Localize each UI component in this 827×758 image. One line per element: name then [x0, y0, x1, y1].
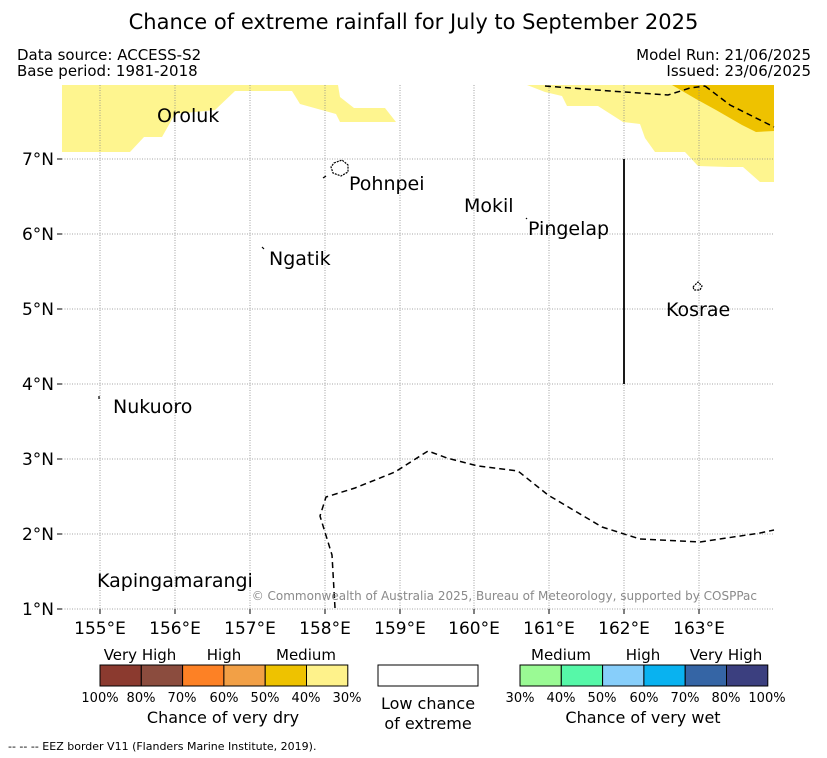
lat-tick-label: 3°N — [22, 450, 54, 470]
mokil-atoll — [525, 217, 528, 220]
wet-swatch — [519, 664, 562, 687]
lat-tick-label: 2°N — [22, 525, 54, 545]
low-chance-swatch — [377, 664, 479, 687]
lat-tick-label: 1°N — [22, 600, 54, 620]
base-period: Base period: 1981-2018 — [17, 62, 198, 80]
place-label-mokil: Mokil — [464, 195, 514, 217]
dry-header-high: High — [207, 646, 241, 664]
wet-header-medium: Medium — [531, 646, 591, 664]
place-label-nukuoro: Nukuoro — [113, 396, 192, 418]
copyright-notice: © Commonwealth of Australia 2025, Bureau… — [252, 589, 757, 603]
wet-tick: 30% — [506, 691, 535, 706]
ant-atoll — [322, 175, 327, 179]
lon-tick-label: 161°E — [523, 619, 575, 639]
lat-tick-marks — [57, 158, 62, 610]
dry-medium-region-northwest — [62, 85, 396, 152]
dry-tick: 80% — [127, 691, 156, 706]
dry-tick: 100% — [81, 691, 118, 706]
dry-swatch — [140, 664, 184, 687]
lon-tick-label: 159°E — [374, 619, 426, 639]
dry-colorbar — [99, 664, 349, 687]
place-label-oroluk: Oroluk — [157, 105, 219, 127]
low-chance-label-line2: of extreme — [384, 714, 471, 733]
dry-swatch — [99, 664, 142, 687]
lon-tick-label: 162°E — [598, 619, 650, 639]
model-run: Model Run: 21/06/2025 — [636, 46, 811, 64]
wet-header-very-high: Very High — [690, 646, 763, 664]
wet-swatch — [602, 664, 645, 687]
lon-tick-label: 156°E — [149, 619, 201, 639]
wet-tick: 50% — [588, 691, 617, 706]
lat-tick-label: 5°N — [22, 300, 54, 320]
wet-tick: 70% — [671, 691, 700, 706]
place-label-kosrae: Kosrae — [666, 299, 730, 321]
dry-header-very-high: Very High — [104, 646, 177, 664]
grid-lines — [62, 85, 774, 610]
islands — [98, 159, 703, 399]
wet-swatch — [560, 664, 604, 687]
map-title: Chance of extreme rainfall for July to S… — [128, 10, 699, 34]
data-source: Data source: ACCESS-S2 — [17, 46, 202, 64]
lon-tick-label: 158°E — [299, 619, 351, 639]
lon-tick-label: 160°E — [448, 619, 500, 639]
meta-left: Data source: ACCESS-S2 Base period: 1981… — [17, 47, 201, 79]
wet-swatch — [643, 664, 686, 687]
dry-tick: 50% — [251, 691, 280, 706]
place-label-pohnpei: Pohnpei — [349, 173, 425, 195]
plot-area — [62, 85, 774, 609]
eez-border-north — [544, 85, 706, 96]
dry-tick: 40% — [292, 691, 321, 706]
meta-right: Model Run: 21/06/2025 Issued: 23/06/2025 — [636, 47, 811, 79]
wet-header-high: High — [626, 646, 660, 664]
lat-tick-label: 4°N — [22, 375, 54, 395]
dry-swatch — [182, 664, 225, 687]
dry-high-region — [672, 85, 774, 132]
eez-borders — [319, 85, 775, 609]
dry-tick: 30% — [333, 691, 362, 706]
wet-swatch — [726, 664, 769, 687]
wet-tick: 60% — [630, 691, 659, 706]
wet-tick: 40% — [547, 691, 576, 706]
dry-tick: 70% — [168, 691, 197, 706]
place-label-kapingamarangi: Kapingamarangi — [97, 570, 253, 592]
dry-header-medium: Medium — [276, 646, 336, 664]
wet-colorbar — [519, 664, 769, 687]
dry-tick: 60% — [210, 691, 239, 706]
pohnpei-island — [330, 159, 349, 177]
eez-footnote: -- -- -- EEZ border V11 (Flanders Marine… — [8, 740, 317, 753]
lon-tick-label: 155°E — [74, 619, 126, 639]
wet-legend-label: Chance of very wet — [565, 708, 720, 727]
ngatik-atoll — [261, 246, 265, 250]
lon-tick-label: 157°E — [224, 619, 276, 639]
place-label-pingelap: Pingelap — [528, 218, 609, 240]
dry-medium-region-northeast — [527, 85, 774, 182]
lon-tick-marks — [99, 609, 700, 614]
low-chance-label-line1: Low chance — [381, 694, 475, 713]
dry-swatch — [306, 664, 349, 687]
issued-date: Issued: 23/06/2025 — [666, 62, 811, 80]
eez-border-south — [319, 450, 775, 609]
dry-swatch — [264, 664, 308, 687]
wet-tick: 80% — [712, 691, 741, 706]
wet-tick: 100% — [748, 691, 785, 706]
place-label-ngatik: Ngatik — [269, 248, 331, 270]
dry-legend-label: Chance of very dry — [147, 708, 299, 727]
dry-swatch — [223, 664, 266, 687]
wet-swatch — [684, 664, 728, 687]
lat-tick-label: 7°N — [22, 150, 54, 170]
lon-tick-label: 163°E — [673, 619, 725, 639]
eez-border-northeast — [704, 85, 775, 128]
lat-tick-label: 6°N — [22, 225, 54, 245]
